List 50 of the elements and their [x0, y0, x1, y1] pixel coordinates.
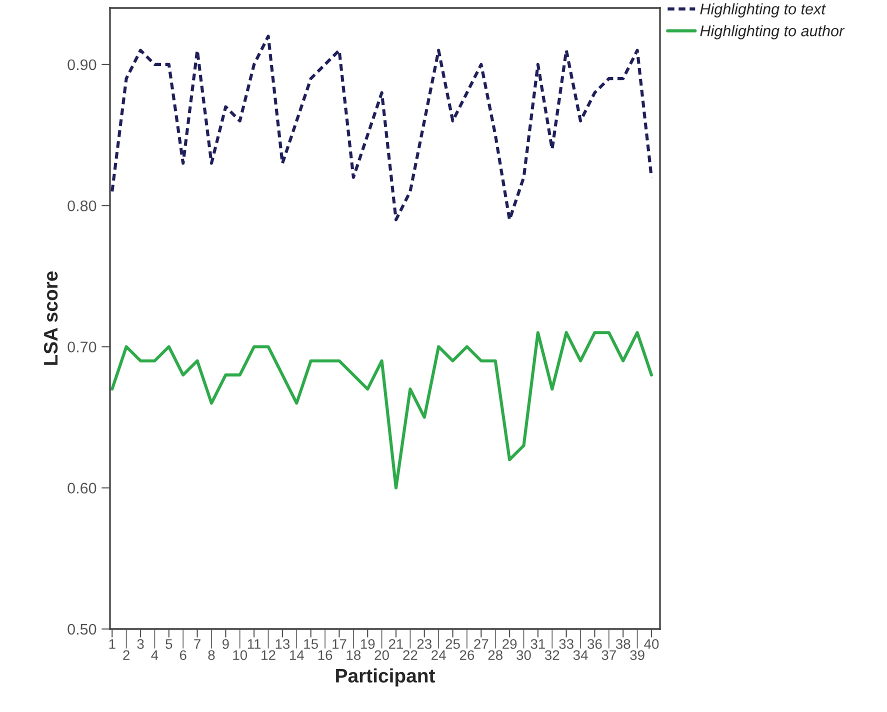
- x-tick-label: 9: [222, 639, 229, 649]
- x-tick-label: 20: [374, 650, 389, 660]
- x-tick-label: 26: [460, 650, 474, 660]
- x-tick-label: 8: [208, 650, 215, 660]
- x-tick-label: 32: [544, 650, 560, 660]
- x-tick-label: 7: [194, 639, 200, 649]
- x-tick-label: 5: [166, 639, 172, 649]
- line-series: [110, 34, 654, 222]
- x-tick-label: 34: [573, 650, 588, 660]
- x-tick-label: 21: [388, 639, 404, 649]
- legend-label: Highlighting to author: [700, 25, 845, 40]
- x-tick-label: 36: [588, 639, 602, 649]
- x-tick-label: 22: [403, 650, 418, 660]
- x-tick-label: 40: [644, 639, 659, 649]
- x-tick-label: 3: [137, 639, 144, 649]
- legend-label: Highlighting to text: [700, 3, 826, 18]
- x-tick-label: 39: [630, 650, 644, 660]
- x-tick-label: 6: [180, 650, 186, 660]
- x-tick-label: 11: [248, 639, 261, 649]
- x-tick-label: 23: [417, 639, 432, 649]
- x-tick-label: 15: [304, 639, 318, 649]
- x-tick-label: 13: [276, 639, 290, 649]
- y-tick-label: 0.70: [68, 342, 96, 352]
- x-axis-title: Participant: [336, 668, 436, 686]
- y-tick-label: 0.80: [68, 200, 96, 212]
- x-tick-label: 37: [602, 650, 616, 660]
- y-tick-label: 0.50: [68, 624, 96, 635]
- line-series: [110, 331, 654, 490]
- x-tick-label: 31: [530, 639, 545, 649]
- x-tick-label: 14: [290, 650, 304, 660]
- y-tick-label: 0.60: [68, 482, 96, 494]
- x-tick-label: 1: [109, 639, 116, 649]
- x-tick-label: 4: [151, 650, 158, 660]
- x-tick-label: 33: [559, 639, 574, 649]
- x-tick-label: 19: [360, 639, 375, 649]
- x-tick-label: 25: [446, 639, 460, 649]
- x-tick-label: 30: [516, 650, 531, 660]
- x-tick-label: 24: [432, 650, 446, 660]
- x-tick-label: 18: [346, 650, 361, 660]
- x-tick-label: 12: [262, 650, 276, 660]
- y-axis-title: LSA score: [44, 271, 58, 365]
- x-tick-label: 27: [474, 639, 488, 649]
- x-tick-label: 17: [332, 639, 346, 649]
- x-tick-label: 38: [616, 639, 630, 649]
- x-tick-label: 28: [488, 650, 502, 660]
- x-tick-label: 2: [123, 650, 130, 660]
- x-tick-label: 10: [233, 650, 248, 660]
- x-tick-label: 16: [318, 650, 332, 660]
- y-tick-label: 0.90: [68, 59, 96, 70]
- x-tick-label: 29: [502, 639, 517, 649]
